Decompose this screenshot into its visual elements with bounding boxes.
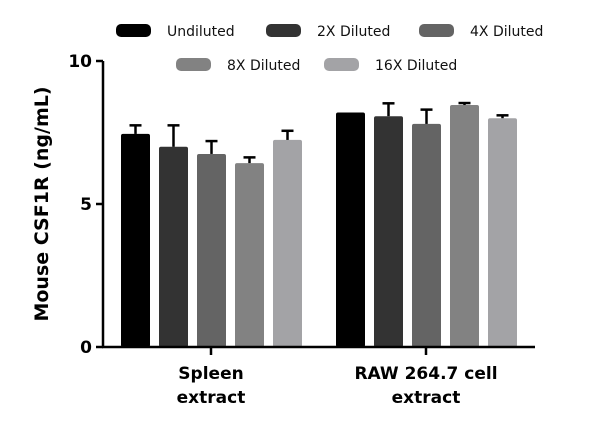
- legend-label: 16X Diluted: [375, 58, 457, 74]
- legend-label: Undiluted: [167, 24, 235, 40]
- legend-item: Undiluted: [116, 24, 235, 40]
- legend-item: 8X Diluted: [176, 58, 300, 74]
- y-tick-label: 0: [80, 338, 92, 358]
- x-category-label: Spleen: [178, 364, 243, 384]
- legend-item: 2X Diluted: [266, 24, 390, 40]
- legend-label: 2X Diluted: [317, 24, 390, 40]
- legend-swatch: [419, 24, 454, 37]
- legend-swatch: [266, 24, 301, 37]
- legend-label: 4X Diluted: [470, 24, 543, 40]
- x-category-label: extract: [392, 388, 461, 408]
- legend-swatch: [116, 24, 151, 37]
- bar: [488, 118, 517, 347]
- bar: [121, 133, 150, 347]
- legend-label: 8X Diluted: [227, 58, 300, 74]
- bars: [121, 101, 517, 347]
- x-category-label: RAW 264.7 cell: [354, 364, 497, 384]
- legend-swatch: [176, 58, 211, 71]
- bar: [197, 153, 226, 347]
- x-category-label: extract: [177, 388, 246, 408]
- y-tick-label: 10: [68, 52, 92, 72]
- bar: [273, 139, 302, 347]
- y-tick-label: 5: [80, 195, 92, 215]
- bar: [412, 123, 441, 347]
- x-categories: Spleen extract RAW 264.7 cell extract: [177, 347, 498, 408]
- bar: [336, 112, 365, 347]
- legend-item: 16X Diluted: [324, 58, 457, 74]
- bar: [450, 105, 479, 347]
- legend: Undiluted 2X Diluted 4X Diluted 8X Diluted 1…: [116, 24, 543, 74]
- bar: [159, 146, 188, 347]
- y-ticks: 0 5 10: [68, 52, 103, 358]
- bar: [374, 116, 403, 347]
- legend-swatch: [324, 58, 359, 71]
- bar: [235, 163, 264, 347]
- legend-item: 4X Diluted: [419, 24, 543, 40]
- y-axis-label: Mouse CSF1R (ng/mL): [31, 86, 53, 321]
